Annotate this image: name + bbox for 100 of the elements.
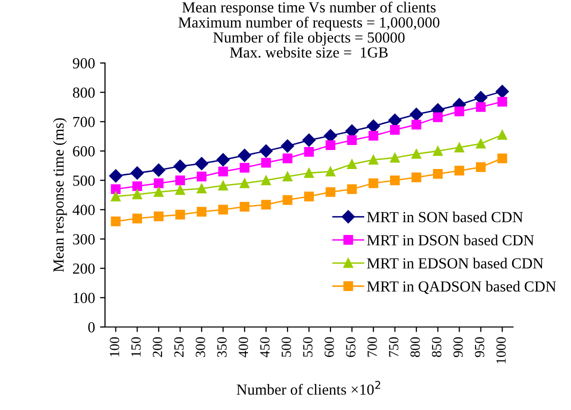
point <box>366 119 380 133</box>
point <box>347 135 357 146</box>
point <box>454 142 464 152</box>
point <box>412 149 422 159</box>
y-tick-label: 600 <box>73 146 95 156</box>
point <box>476 102 486 112</box>
point <box>388 114 402 127</box>
point <box>132 190 142 200</box>
point <box>432 112 443 122</box>
x-tick-label: 350 <box>217 337 227 357</box>
point <box>454 166 464 176</box>
point <box>154 187 164 197</box>
point <box>196 184 206 194</box>
point <box>152 163 166 177</box>
point <box>368 178 378 188</box>
point <box>154 212 164 222</box>
point <box>324 129 338 142</box>
point <box>474 91 488 104</box>
point <box>282 172 292 182</box>
point <box>196 206 206 217</box>
x-tick-label: 800 <box>410 337 420 358</box>
x-tick-label: 850 <box>432 337 442 358</box>
y-tick-label: 700 <box>73 116 95 128</box>
point <box>368 154 378 165</box>
point <box>195 157 208 170</box>
point <box>390 125 400 135</box>
point <box>259 144 273 158</box>
point <box>412 172 422 182</box>
y-tick-label: 100 <box>74 292 95 304</box>
point <box>282 153 292 164</box>
x-tick-label: 100 <box>110 337 120 356</box>
point <box>432 169 443 179</box>
point <box>476 138 486 149</box>
x-tick-label: 1000 <box>496 337 506 364</box>
legend-label: MRT in SON based CDN <box>367 212 523 222</box>
y-tick-label: 900 <box>72 58 95 68</box>
point <box>412 120 422 130</box>
point <box>175 210 186 220</box>
point <box>174 160 187 173</box>
x-tick-label: 300 <box>196 337 206 357</box>
y-tick-label: 500 <box>73 175 95 186</box>
point <box>240 178 250 188</box>
point <box>132 181 142 192</box>
y-tick-label: 800 <box>72 87 95 98</box>
y-axis-title: Mean response time (ms) <box>52 118 67 272</box>
point <box>390 152 400 163</box>
x-tick-label: 450 <box>260 337 270 358</box>
legend-label: MRT in EDSON based CDN <box>367 258 544 269</box>
y-tick-label: 0 <box>88 322 95 332</box>
point <box>302 134 316 147</box>
point <box>454 106 464 116</box>
x-tick-label: 200 <box>152 337 162 357</box>
point <box>280 139 294 153</box>
x-tick-label: 650 <box>346 337 356 357</box>
point <box>304 192 314 202</box>
point <box>240 162 250 173</box>
point <box>218 166 228 176</box>
x-tick-label: 700 <box>368 337 377 357</box>
point <box>240 202 250 212</box>
point <box>154 178 164 188</box>
point <box>196 172 206 182</box>
x-tick-label: 750 <box>389 337 398 357</box>
point <box>238 148 252 162</box>
legend-label: MRT in DSON based CDN <box>367 234 534 246</box>
x-tick-label: 550 <box>303 337 312 357</box>
point <box>497 153 508 164</box>
point <box>175 185 186 195</box>
point <box>347 159 357 170</box>
point <box>261 175 271 186</box>
point <box>304 168 314 178</box>
x-tick-label: 950 <box>474 337 484 358</box>
point <box>347 184 357 194</box>
point <box>368 130 378 141</box>
point <box>110 216 121 226</box>
point <box>282 195 292 205</box>
point <box>130 166 144 180</box>
y-tick-label: 200 <box>73 263 95 274</box>
x-tick-label: 150 <box>131 337 141 356</box>
point <box>261 200 271 210</box>
point <box>110 184 121 194</box>
point <box>497 130 508 140</box>
point <box>497 96 508 107</box>
y-tick-label: 400 <box>72 204 95 216</box>
x-tick-label: 600 <box>324 337 334 357</box>
chart-title: Mean response time Vs number of clients Maximum number of requests = 1,000,000 Number of file objects = 50000 Max. website size = 1GB <box>178 2 440 58</box>
y-tick-label: 300 <box>73 234 95 244</box>
point <box>326 187 336 197</box>
point <box>410 108 423 121</box>
point <box>175 175 186 186</box>
x-tick-label: 900 <box>453 337 463 358</box>
point <box>218 204 228 215</box>
point <box>326 140 336 150</box>
point <box>432 146 443 156</box>
point <box>496 84 509 98</box>
point <box>476 162 486 172</box>
x-tick-label: 500 <box>282 337 292 357</box>
point <box>304 147 314 157</box>
legend-label: MRT in QADSON based CDN <box>367 280 556 294</box>
x-axis-title: Number of clients ×10$^{2}$ <box>236 380 380 395</box>
x-tick-label: 250 <box>174 337 184 357</box>
